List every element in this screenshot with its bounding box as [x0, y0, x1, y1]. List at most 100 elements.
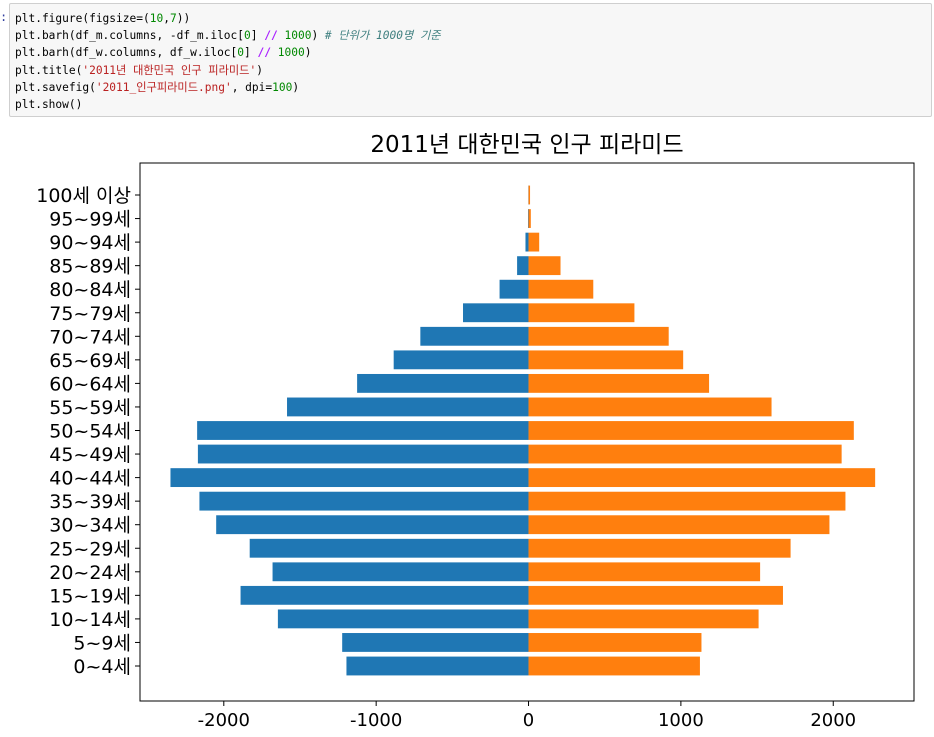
code-token: // — [257, 46, 271, 60]
cell-prompt: : — [0, 10, 8, 24]
x-axis-ticks: -2000 -1000 0 1000 2000 — [198, 701, 856, 731]
code-token: )) — [176, 12, 191, 25]
y-tick-label: 100세 이상 — [36, 185, 131, 207]
code-token: ) — [292, 80, 300, 94]
y-tick-label: 85~89세 — [49, 256, 131, 278]
female-bar-4 — [528, 562, 761, 582]
female-bar-6 — [528, 515, 830, 535]
x-tick-label: 1000 — [658, 710, 704, 731]
code-line: plt.barh(df_w.columns, df_w.iloc[0] // 1… — [15, 46, 311, 59]
code-token: 0 — [244, 29, 251, 43]
y-tick-label: 70~74세 — [49, 326, 131, 348]
code-token: 10 — [149, 12, 164, 25]
code-token: 0 — [237, 46, 245, 60]
y-tick-label: 75~79세 — [49, 303, 131, 325]
female-bar-7 — [528, 491, 846, 511]
plot-frame — [139, 162, 915, 702]
male-bar-13 — [393, 350, 529, 370]
female-bar-9 — [528, 444, 842, 464]
female-bar-20 — [528, 185, 531, 205]
code-token: plt.savefig( — [15, 80, 96, 94]
code-token: '2011년 대한민국 인구 피라미드' — [82, 63, 257, 77]
female-bar-11 — [528, 397, 772, 417]
code-token: 1000 — [284, 29, 312, 43]
code-token: ] — [250, 29, 265, 43]
female-bar-8 — [528, 468, 876, 488]
y-tick-label: 90~94세 — [49, 232, 131, 254]
female-bar-12 — [528, 373, 710, 393]
code-line: plt.savefig('2011_인구피라미드.png', dpi=100) — [15, 81, 299, 94]
male-bar-17 — [517, 256, 529, 276]
male-bar-6 — [216, 515, 529, 535]
male-bar-16 — [499, 279, 529, 299]
female-bar-3 — [528, 585, 783, 605]
code-token: // — [264, 29, 278, 43]
female-bar-15 — [528, 303, 635, 323]
code-token: 7 — [169, 12, 177, 25]
code-token: plt.title( — [15, 63, 83, 77]
male-bar-18 — [525, 232, 529, 252]
code-token — [271, 46, 278, 59]
code-token: , dpi= — [231, 80, 273, 94]
male-bar-11 — [287, 397, 529, 417]
male-bar-10 — [197, 421, 529, 440]
y-tick-label: 50~54세 — [49, 421, 131, 443]
code-token: # 단위가 1000명 기준 — [324, 29, 441, 43]
population-pyramid-chart: 2011년 대한민국 인구 피라미드 0~4세5~9세10~14세15~19세2… — [36, 132, 915, 731]
y-tick-label: 55~59세 — [49, 397, 131, 419]
y-axis-ticks: 0~4세5~9세10~14세15~19세20~24세25~29세30~34세35… — [36, 185, 140, 678]
female-bar-14 — [528, 326, 669, 346]
y-tick-label: 0~4세 — [73, 656, 131, 678]
code-token: 1000 — [277, 46, 305, 60]
y-tick-label: 45~49세 — [49, 444, 131, 466]
y-tick-label: 40~44세 — [49, 468, 131, 490]
y-tick-label: 80~84세 — [49, 279, 131, 301]
code-editor[interactable]: plt.figure(figsize=(10,7)) plt.barh(df_m… — [15, 10, 441, 113]
x-tick-label: 0 — [523, 710, 534, 731]
male-bar-9 — [197, 444, 529, 464]
male-bar-15 — [463, 303, 529, 323]
female-bar-10 — [528, 421, 854, 440]
y-tick-label: 65~69세 — [49, 350, 131, 372]
code-token: '2011_인구피라미드.png' — [95, 80, 232, 94]
code-token: plt.barh(df_m.columns, -df_m.iloc[ — [15, 29, 245, 43]
x-tick-label: -2000 — [198, 710, 250, 731]
x-tick-label: -1000 — [350, 710, 402, 731]
code-line: plt.show() — [15, 98, 82, 111]
y-tick-label: 60~64세 — [49, 373, 131, 395]
code-token: ) — [256, 63, 263, 77]
female-bar-1 — [528, 633, 702, 652]
code-token: , — [163, 12, 170, 25]
female-bar-5 — [528, 538, 791, 558]
y-tick-label: 25~29세 — [49, 538, 131, 560]
code-token: plt.barh(df_w.columns, df_w.iloc[ — [15, 46, 238, 60]
male-bar-4 — [272, 562, 529, 582]
output-area: 2011년 대한민국 인구 피라미드 0~4세 5~9세 10~14세 15~19세 2… — [0, 120, 934, 733]
bars-group — [170, 185, 876, 676]
female-bar-0 — [528, 656, 700, 676]
male-bar-0 — [346, 656, 529, 676]
y-tick-label: 15~19세 — [49, 585, 131, 607]
y-tick-label: 10~14세 — [49, 609, 131, 631]
code-cell[interactable]: plt.figure(figsize=(10,7)) plt.barh(df_m… — [9, 3, 932, 117]
male-bar-8 — [170, 468, 529, 488]
y-tick-label: 20~24세 — [49, 562, 131, 584]
female-bar-17 — [528, 256, 561, 276]
code-token: ) — [311, 29, 325, 43]
code-token: plt.figure(figsize=( — [15, 12, 150, 25]
male-bar-1 — [342, 633, 529, 652]
y-tick-label: 5~9세 — [73, 632, 131, 654]
code-token: ] — [244, 46, 258, 60]
female-bar-19 — [528, 209, 531, 228]
y-tick-label: 35~39세 — [49, 491, 131, 513]
female-bar-13 — [528, 350, 684, 370]
male-bar-7 — [199, 491, 529, 511]
code-token: 100 — [272, 80, 293, 94]
code-token: ) — [304, 46, 312, 60]
chart-title: 2011년 대한민국 인구 피라미드 — [370, 132, 683, 158]
x-tick-label: 2000 — [810, 710, 856, 731]
code-line: plt.barh(df_m.columns, -df_m.iloc[0] // … — [15, 29, 441, 42]
male-bar-19 — [528, 209, 529, 228]
male-bar-12 — [357, 373, 529, 393]
male-bar-2 — [277, 609, 529, 629]
